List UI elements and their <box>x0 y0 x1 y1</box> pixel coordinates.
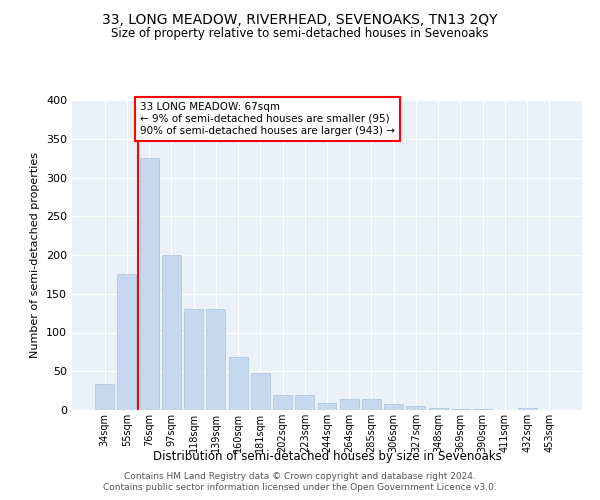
Text: Distribution of semi-detached houses by size in Sevenoaks: Distribution of semi-detached houses by … <box>152 450 502 463</box>
Bar <box>384 404 403 410</box>
Bar <box>184 309 203 410</box>
Text: 33 LONG MEADOW: 67sqm
← 9% of semi-detached houses are smaller (95)
90% of semi-: 33 LONG MEADOW: 67sqm ← 9% of semi-detac… <box>140 102 395 136</box>
Bar <box>295 394 314 410</box>
Y-axis label: Number of semi-detached properties: Number of semi-detached properties <box>31 152 40 358</box>
Text: Contains HM Land Registry data © Crown copyright and database right 2024.: Contains HM Land Registry data © Crown c… <box>124 472 476 481</box>
Bar <box>251 373 270 410</box>
Bar <box>206 309 225 410</box>
Bar <box>451 409 470 410</box>
Bar <box>473 409 492 410</box>
Bar <box>273 394 292 410</box>
Bar <box>118 274 136 410</box>
Bar <box>362 399 381 410</box>
Bar <box>340 399 359 410</box>
Text: Size of property relative to semi-detached houses in Sevenoaks: Size of property relative to semi-detach… <box>111 28 489 40</box>
Bar <box>429 408 448 410</box>
Bar <box>140 158 158 410</box>
Bar <box>229 358 248 410</box>
Text: 33, LONG MEADOW, RIVERHEAD, SEVENOAKS, TN13 2QY: 33, LONG MEADOW, RIVERHEAD, SEVENOAKS, T… <box>102 12 498 26</box>
Bar <box>406 406 425 410</box>
Bar <box>317 403 337 410</box>
Bar <box>95 384 114 410</box>
Text: Contains public sector information licensed under the Open Government Licence v3: Contains public sector information licen… <box>103 484 497 492</box>
Bar <box>162 255 181 410</box>
Bar <box>518 408 536 410</box>
